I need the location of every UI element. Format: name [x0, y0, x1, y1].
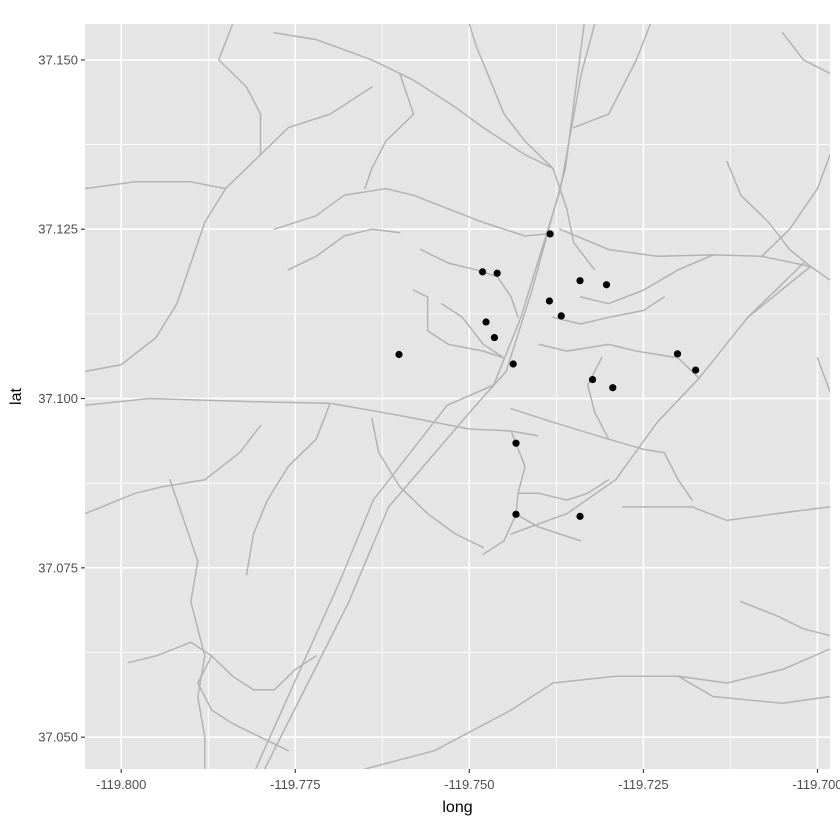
road-line	[85, 187, 227, 373]
y-tick-label: 37.125	[38, 222, 78, 237]
x-tick-label: -119.775	[270, 777, 320, 792]
road-line	[552, 296, 666, 325]
road-line	[412, 289, 505, 359]
road-line	[197, 655, 290, 752]
data-point	[493, 269, 501, 277]
road-line	[517, 479, 610, 501]
data-point	[509, 360, 517, 368]
road-line	[579, 254, 714, 305]
data-points	[395, 230, 700, 520]
road-line	[726, 160, 812, 268]
data-point	[602, 281, 611, 289]
data-point	[576, 277, 584, 285]
road-line	[85, 86, 373, 190]
road-line	[169, 479, 206, 769]
data-point	[545, 297, 554, 305]
road-line	[468, 24, 554, 170]
y-axis-title: lat	[8, 388, 25, 405]
road-line	[245, 402, 331, 576]
road-line	[217, 24, 262, 156]
data-point	[692, 366, 700, 374]
x-axis-title: long	[442, 799, 472, 816]
x-tick-label: -119.750	[444, 777, 494, 792]
road-line	[515, 513, 582, 542]
data-point	[482, 318, 490, 326]
x-axis-ticks: -119.800 -119.775 -119.750 -119.725 -119.700	[96, 769, 840, 792]
road-line	[287, 228, 401, 271]
y-tick-label: 37.050	[38, 730, 78, 745]
road-line	[677, 675, 830, 705]
y-tick-label: 37.100	[38, 391, 78, 406]
x-tick-label: -119.800	[96, 777, 146, 792]
road-line	[816, 357, 830, 393]
data-point	[557, 312, 565, 320]
road-line	[273, 187, 547, 237]
road-line	[419, 248, 519, 319]
road-line	[586, 357, 610, 440]
road-line	[663, 451, 693, 501]
road-line	[573, 24, 652, 129]
road-line	[621, 506, 830, 522]
road-lines	[85, 24, 830, 769]
data-point	[395, 350, 403, 359]
road-line	[364, 72, 415, 190]
x-tick-label: -119.700	[792, 777, 840, 792]
data-point	[576, 512, 584, 520]
road-line	[761, 153, 830, 258]
data-point	[478, 268, 487, 276]
data-point	[609, 384, 617, 392]
road-line	[440, 302, 505, 359]
road-line	[747, 262, 805, 319]
road-line	[127, 641, 317, 691]
data-point	[512, 439, 520, 447]
data-point	[490, 333, 499, 342]
road-line	[85, 397, 539, 437]
road-line	[740, 600, 830, 637]
y-axis-ticks: 37.050 37.075 37.100 37.125 37.150	[38, 52, 85, 745]
grid-lines	[85, 24, 830, 769]
road-line	[538, 343, 700, 379]
road-line	[371, 418, 485, 549]
y-tick-label: 37.075	[38, 560, 78, 575]
data-point	[673, 350, 682, 358]
road-line	[273, 32, 554, 170]
y-tick-label: 37.150	[38, 52, 78, 67]
plot-panel	[85, 24, 830, 769]
road-line	[482, 430, 526, 556]
road-line	[364, 648, 830, 769]
data-point	[588, 375, 597, 384]
road-line	[552, 167, 596, 271]
road-line	[85, 424, 262, 515]
data-point	[546, 230, 554, 238]
x-tick-label: -119.725	[618, 777, 668, 792]
road-line	[781, 32, 830, 75]
data-point	[512, 510, 520, 518]
